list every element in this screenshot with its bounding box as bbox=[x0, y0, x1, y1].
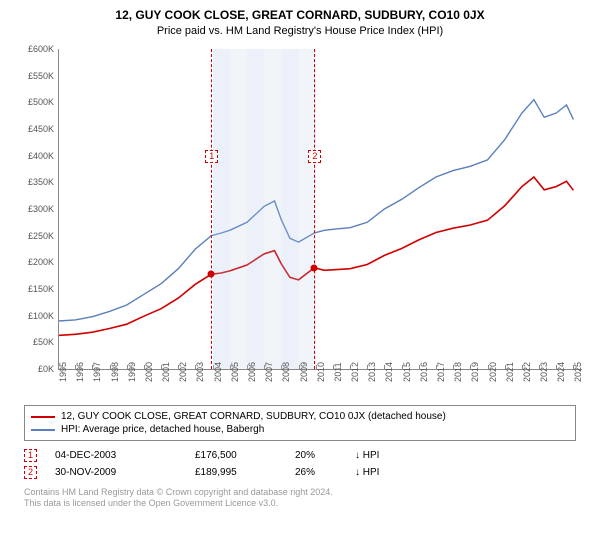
x-tick-label: 2002 bbox=[178, 362, 188, 382]
chart-subtitle: Price paid vs. HM Land Registry's House … bbox=[10, 25, 590, 37]
reference-line bbox=[211, 49, 212, 369]
reference-line bbox=[314, 49, 315, 369]
line-chart-svg bbox=[58, 49, 582, 369]
event-date: 30-NOV-2009 bbox=[55, 467, 195, 478]
x-tick-label: 2004 bbox=[213, 362, 223, 382]
x-tick-label: 1998 bbox=[110, 362, 120, 382]
shaded-region bbox=[230, 49, 247, 369]
y-tick-label: £600K bbox=[28, 44, 54, 54]
legend-row: 12, GUY COOK CLOSE, GREAT CORNARD, SUDBU… bbox=[31, 410, 569, 423]
y-tick-label: £450K bbox=[28, 124, 54, 134]
legend: 12, GUY COOK CLOSE, GREAT CORNARD, SUDBU… bbox=[24, 405, 576, 441]
y-tick-label: £150K bbox=[28, 284, 54, 294]
x-tick-label: 2011 bbox=[333, 362, 343, 381]
x-axis: 1995199619971998199920002001200220032004… bbox=[58, 369, 582, 403]
series-line-property bbox=[58, 177, 573, 335]
event-pct: 26% bbox=[295, 467, 355, 478]
x-tick-label: 2013 bbox=[367, 362, 377, 382]
x-tick-label: 2007 bbox=[264, 362, 274, 382]
shaded-region bbox=[247, 49, 264, 369]
event-row: 2 30-NOV-2009£189,99526%↓ HPI bbox=[24, 464, 576, 481]
data-point-marker bbox=[208, 271, 215, 278]
chart-container: 12, GUY COOK CLOSE, GREAT CORNARD, SUDBU… bbox=[0, 0, 600, 514]
x-tick-label: 2017 bbox=[436, 362, 446, 382]
y-tick-label: £400K bbox=[28, 151, 54, 161]
x-tick-label: 2014 bbox=[384, 362, 394, 382]
shaded-region bbox=[281, 49, 298, 369]
x-tick-label: 2008 bbox=[281, 362, 291, 382]
event-direction: ↓ HPI bbox=[355, 467, 415, 478]
y-tick-label: £300K bbox=[28, 204, 54, 214]
x-tick-label: 2019 bbox=[470, 362, 480, 382]
y-tick-label: £250K bbox=[28, 231, 54, 241]
x-tick-label: 2012 bbox=[350, 362, 360, 382]
y-tick-label: £50K bbox=[33, 337, 54, 347]
copyright-line: Contains HM Land Registry data © Crown c… bbox=[24, 487, 576, 498]
plot-area: 12 bbox=[58, 49, 582, 369]
y-tick-label: £200K bbox=[28, 257, 54, 267]
x-tick-label: 2018 bbox=[453, 362, 463, 382]
series-line-hpi bbox=[58, 100, 573, 321]
chart-title: 12, GUY COOK CLOSE, GREAT CORNARD, SUDBU… bbox=[10, 8, 590, 22]
copyright-notice: Contains HM Land Registry data © Crown c… bbox=[24, 487, 576, 510]
legend-label: HPI: Average price, detached house, Babe… bbox=[61, 424, 264, 435]
x-tick-label: 2023 bbox=[539, 362, 549, 382]
event-table: 1 04-DEC-2003£176,50020%↓ HPI 2 30-NOV-2009… bbox=[24, 447, 576, 481]
x-tick-label: 2009 bbox=[299, 362, 309, 382]
x-tick-label: 2005 bbox=[230, 362, 240, 382]
y-axis: £0K£50K£100K£150K£200K£250K£300K£350K£40… bbox=[10, 49, 58, 369]
x-tick-label: 2021 bbox=[505, 362, 515, 382]
event-price: £176,500 bbox=[195, 450, 295, 461]
event-pct: 20% bbox=[295, 450, 355, 461]
legend-label: 12, GUY COOK CLOSE, GREAT CORNARD, SUDBU… bbox=[61, 411, 446, 422]
event-marker: 2 bbox=[24, 466, 37, 479]
x-tick-label: 2024 bbox=[556, 362, 566, 382]
data-point-marker bbox=[311, 264, 318, 271]
x-tick-label: 1995 bbox=[58, 362, 68, 382]
event-direction: ↓ HPI bbox=[355, 450, 415, 461]
event-price: £189,995 bbox=[195, 467, 295, 478]
x-tick-label: 1997 bbox=[92, 362, 102, 382]
shaded-region bbox=[213, 49, 230, 369]
x-tick-label: 2015 bbox=[402, 362, 412, 382]
chart-area: £0K £50K £100K £150K £200K £250K £300K £350K £40… bbox=[10, 43, 590, 403]
x-tick-label: 2025 bbox=[573, 362, 583, 382]
x-tick-label: 2010 bbox=[316, 362, 326, 382]
y-tick-label: £500K bbox=[28, 97, 54, 107]
reference-marker: 1 bbox=[205, 150, 218, 163]
shaded-region bbox=[264, 49, 281, 369]
x-tick-label: 2006 bbox=[247, 362, 257, 382]
x-tick-label: 2022 bbox=[522, 362, 532, 382]
legend-row: HPI: Average price, detached house, Babe… bbox=[31, 423, 569, 436]
event-row: 1 04-DEC-2003£176,50020%↓ HPI bbox=[24, 447, 576, 464]
x-tick-label: 1999 bbox=[127, 362, 137, 382]
legend-swatch bbox=[31, 416, 55, 418]
copyright-line: This data is licensed under the Open Gov… bbox=[24, 498, 576, 509]
legend-swatch bbox=[31, 429, 55, 431]
y-tick-label: £100K bbox=[28, 311, 54, 321]
reference-marker: 2 bbox=[308, 150, 321, 163]
event-date: 04-DEC-2003 bbox=[55, 450, 195, 461]
x-tick-label: 2020 bbox=[488, 362, 498, 382]
event-marker: 1 bbox=[24, 449, 37, 462]
x-tick-label: 2003 bbox=[195, 362, 205, 382]
y-tick-label: £0K bbox=[38, 364, 54, 374]
shaded-region bbox=[299, 49, 316, 369]
x-tick-label: 2000 bbox=[144, 362, 154, 382]
y-tick-label: £350K bbox=[28, 177, 54, 187]
x-tick-label: 2001 bbox=[161, 362, 171, 382]
y-tick-label: £550K bbox=[28, 71, 54, 81]
x-tick-label: 2016 bbox=[419, 362, 429, 382]
x-tick-label: 1996 bbox=[75, 362, 85, 382]
